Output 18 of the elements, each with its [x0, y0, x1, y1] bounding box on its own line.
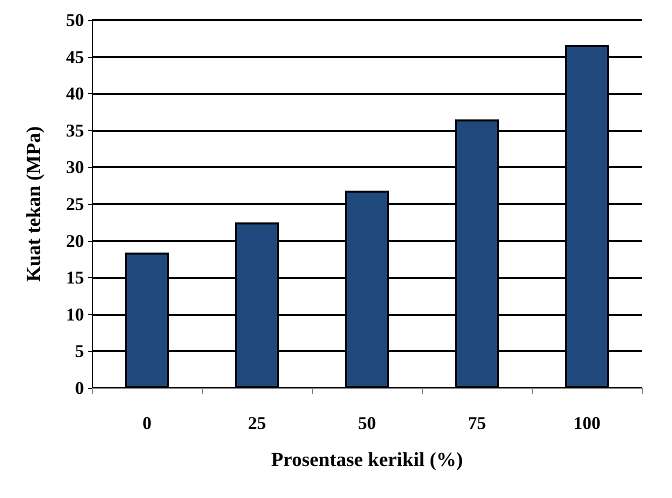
y-tick-label: 20 [66, 230, 84, 251]
y-tick-label: 25 [66, 194, 84, 214]
y-axis-title: Kuat tekan (MPa) [23, 126, 45, 282]
y-tick-label: 35 [66, 120, 84, 140]
y-tick-label: 45 [66, 46, 84, 67]
y-tick-label: 0 [75, 378, 84, 398]
x-tick-label: 50 [358, 413, 376, 433]
x-tick-label: 75 [468, 413, 486, 433]
y-tick-label: 30 [66, 157, 84, 178]
y-tick-label: 10 [66, 304, 84, 324]
x-tick-label: 25 [248, 413, 266, 433]
y-tick-label: 50 [66, 10, 84, 30]
y-tick-label: 15 [66, 268, 84, 288]
x-axis-title: Prosentase kerikil (%) [271, 449, 463, 471]
x-tick-label: 0 [142, 413, 152, 433]
y-tick-label: 40 [66, 84, 84, 104]
x-tick-label: 100 [574, 413, 600, 433]
y-tick-label: 5 [75, 341, 84, 362]
